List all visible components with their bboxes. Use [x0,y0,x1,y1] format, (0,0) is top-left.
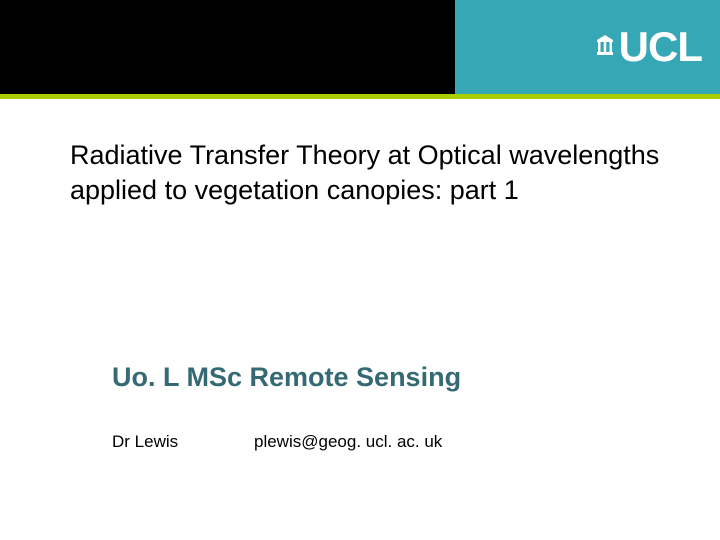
header-black-bar [0,0,455,94]
slide-subtitle: Uo. L MSc Remote Sensing [112,362,461,393]
logo-text: UCL [619,26,702,68]
author-name: Dr Lewis [112,432,254,452]
author-email: plewis@geog. ucl. ac. uk [254,432,442,452]
header-band: UCL [0,0,720,99]
slide-title: Radiative Transfer Theory at Optical wav… [70,138,660,207]
ucl-logo: UCL [597,26,702,68]
author-row: Dr Lewis plewis@geog. ucl. ac. uk [112,432,442,452]
portico-icon [597,35,613,60]
header-green-stripe [0,94,720,99]
